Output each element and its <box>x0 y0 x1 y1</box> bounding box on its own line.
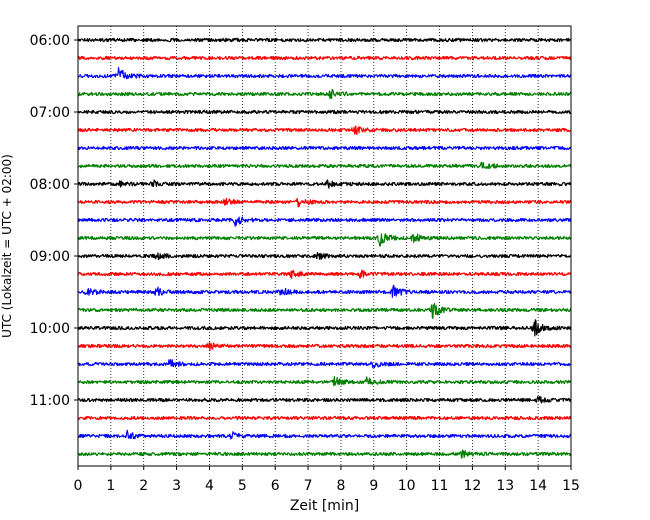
y-axis-label: UTC (Lokalzeit = UTC + 02:00) <box>0 154 14 338</box>
x-tick-label: 14 <box>529 478 547 494</box>
trace-0845 <box>77 233 572 247</box>
trace-0745 <box>77 161 572 170</box>
x-axis-ticks: 0 1 2 3 4 5 6 7 8 9 10 11 12 13 14 15 <box>74 466 580 494</box>
x-tick-label: 8 <box>336 478 345 494</box>
x-tick-label: 12 <box>463 478 481 494</box>
trace-1130 <box>77 429 572 440</box>
trace-0715 <box>77 125 572 136</box>
x-tick-label: 1 <box>106 478 115 494</box>
trace-0945 <box>77 302 572 319</box>
trace-0800 <box>77 179 572 189</box>
x-tick-label: 4 <box>205 478 214 494</box>
trace-1100 <box>77 396 572 404</box>
x-tick-label: 2 <box>139 478 148 494</box>
trace-0630 <box>77 66 572 80</box>
x-tick-label: 15 <box>562 478 580 494</box>
x-tick-label: 10 <box>398 478 416 494</box>
trace-0730 <box>77 145 572 151</box>
trace-0645 <box>77 88 572 100</box>
trace-0830 <box>77 216 572 227</box>
x-tick-label: 7 <box>304 478 313 494</box>
trace-0600 <box>77 37 572 43</box>
x-tick-label: 5 <box>238 478 247 494</box>
x-tick-label: 0 <box>74 478 83 494</box>
x-tick-label: 3 <box>172 478 181 494</box>
y-tick-label: 08:00 <box>30 177 70 193</box>
x-tick-label: 13 <box>496 478 514 494</box>
trace-0930 <box>77 284 572 298</box>
x-tick-label: 11 <box>431 478 449 494</box>
traces <box>77 37 572 459</box>
trace-1000 <box>77 319 572 337</box>
trace-0700 <box>77 109 572 115</box>
x-tick-label: 9 <box>369 478 378 494</box>
plot-frame <box>77 25 572 467</box>
trace-1145 <box>77 449 572 459</box>
trace-0915 <box>77 269 572 279</box>
y-tick-label: 06:00 <box>30 33 70 49</box>
y-tick-label: 09:00 <box>30 249 70 265</box>
x-axis-label: Zeit [min] <box>290 498 359 514</box>
y-tick-label: 11:00 <box>30 393 70 409</box>
y-tick-label: 07:00 <box>30 105 70 121</box>
trace-1030 <box>77 359 572 369</box>
y-tick-label: 10:00 <box>30 321 70 337</box>
y-axis-ticks: 06:00 07:00 08:00 09:00 10:00 11:00 <box>30 33 78 409</box>
trace-1045 <box>77 376 572 387</box>
trace-1115 <box>77 415 572 421</box>
x-tick-label: 6 <box>271 478 280 494</box>
trace-0900 <box>77 252 572 261</box>
trace-0815 <box>77 197 572 208</box>
grid-lines <box>110 26 539 466</box>
trace-0615 <box>77 55 572 61</box>
trace-1015 <box>77 342 572 351</box>
